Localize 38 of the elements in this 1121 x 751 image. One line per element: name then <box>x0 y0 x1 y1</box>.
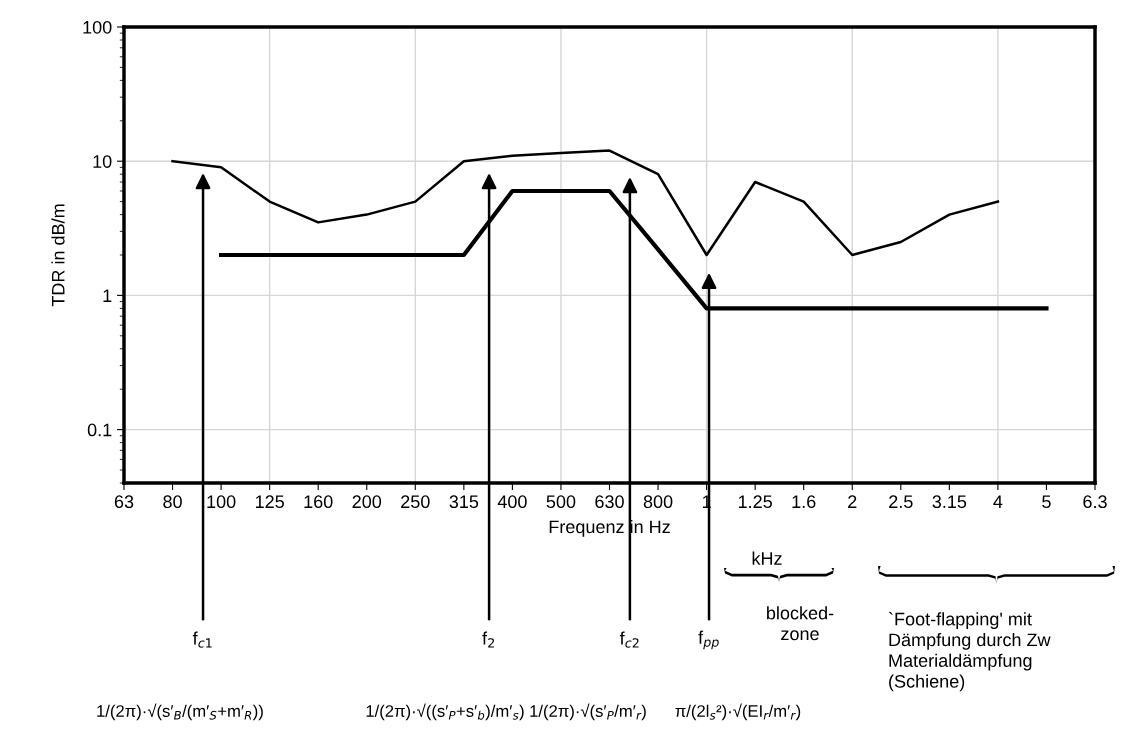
x-tick-label: 80 <box>163 495 182 509</box>
x-tick-label: 200 <box>352 495 382 509</box>
x-tick-label: 1.25 <box>738 495 772 509</box>
x-tick-label: 6.3 <box>1083 495 1107 509</box>
x-tick-label: 250 <box>401 495 430 509</box>
x-tick-label: 125 <box>255 495 284 509</box>
x-tick-label: 630 <box>595 495 624 509</box>
x-tick-label: 4 <box>993 495 1003 508</box>
x-tick-label: 100 <box>207 495 236 509</box>
text: 1/(2π)·√((s′$_{P}$+s′$_{b}$)/m′$_{s}$) <box>366 703 524 721</box>
x-tick-label: 2.5 <box>889 495 913 509</box>
x-tick-label: 5 <box>1042 495 1051 509</box>
text: f$_{2}$ <box>482 631 495 648</box>
x-tick-label: 500 <box>546 495 576 509</box>
y-tick-label: 100 <box>83 20 112 34</box>
x-tick-label: 160 <box>304 495 333 509</box>
x-tick-label: 3.15 <box>932 495 967 509</box>
x-tick-label: 800 <box>643 495 673 509</box>
text: f$_{c1}$ <box>192 631 212 648</box>
x-tick-label: 400 <box>497 495 527 509</box>
text: f$_{pp}$ <box>698 630 719 650</box>
y-tick-label: 10 <box>93 155 112 168</box>
y-tick-label: 1 <box>103 289 112 302</box>
text: π/(2l$_{s}$²)·√(EI$_{r}$/m′$_{r}$) <box>675 703 801 721</box>
y-axis-title: TDR in dB/m <box>51 204 65 307</box>
line-series <box>171 149 1000 257</box>
text: 1/(2π)·√(s′$_{P}$/m′$_{r}$) <box>530 703 646 721</box>
text: blocked- zone <box>767 606 834 641</box>
y-tick-label: 0.1 <box>87 423 112 437</box>
x-axis-title: Frequenz in Hz <box>549 519 670 537</box>
text: 1/(2π)·√(s′$_{B}$/(m′$_{S}$+m′$_{R}$)) <box>97 703 263 721</box>
text: kHz <box>752 551 782 565</box>
text: `Foot-flapping' mit Dämpfung durch Zw Materialdämpfung (Schiene) <box>888 612 1051 692</box>
text: f$_{c2}$ <box>619 631 639 648</box>
x-tick-label: 2 <box>848 495 857 508</box>
x-tick-label: 63 <box>114 495 134 509</box>
x-tick-label: 315 <box>449 495 479 509</box>
x-tick-label: 1.6 <box>792 495 816 509</box>
